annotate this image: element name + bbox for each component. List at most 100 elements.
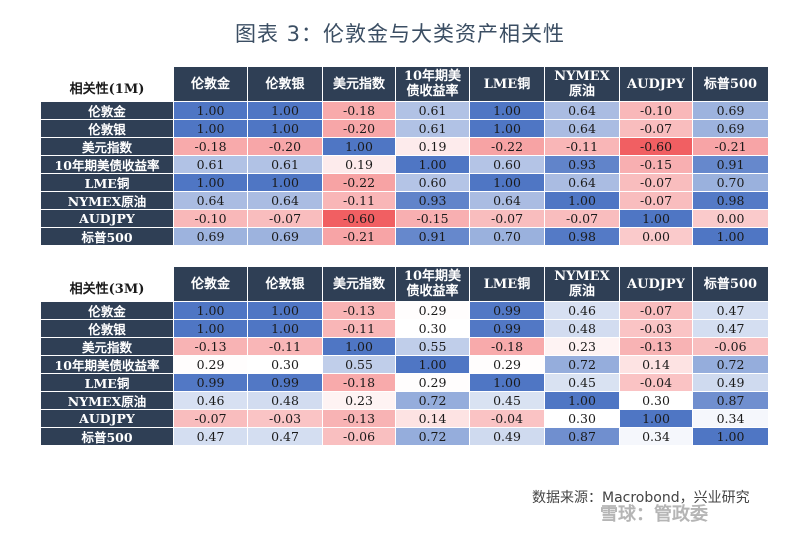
- table-title: 相关性(1M): [41, 67, 173, 101]
- heatmap-cell: 0.99: [247, 373, 322, 391]
- heatmap-cell: 0.45: [469, 391, 544, 409]
- heatmap-cell: 1.00: [322, 337, 395, 355]
- heatmap-cell: 0.99: [469, 301, 544, 319]
- heatmap-cell: 1.00: [247, 101, 322, 119]
- heatmap-cell: 0.30: [395, 319, 469, 337]
- heatmap-cell: -0.11: [247, 337, 322, 355]
- column-header: 伦敦金: [173, 67, 247, 101]
- heatmap-cell: 1.00: [173, 319, 247, 337]
- heatmap-cell: 0.64: [544, 173, 619, 191]
- row-label: LME铜: [41, 173, 173, 191]
- column-header: LME铜: [469, 67, 544, 101]
- heatmap-cell: 0.69: [692, 101, 768, 119]
- heatmap-cell: 1.00: [692, 427, 768, 445]
- heatmap-cell: -0.03: [247, 409, 322, 427]
- heatmap-cell: 0.29: [395, 373, 469, 391]
- heatmap-cell: 1.00: [469, 119, 544, 137]
- heatmap-cell: 1.00: [173, 301, 247, 319]
- heatmap-cell: 0.69: [173, 227, 247, 245]
- heatmap-cell: 0.30: [544, 409, 619, 427]
- heatmap-cell: -0.13: [173, 337, 247, 355]
- column-header: LME铜: [469, 267, 544, 301]
- heatmap-cell: 0.61: [173, 155, 247, 173]
- heatmap-cell: 1.00: [173, 119, 247, 137]
- heatmap-cell: -0.07: [544, 209, 619, 227]
- column-header: 标普500: [692, 267, 768, 301]
- heatmap-cell: 0.30: [619, 391, 692, 409]
- heatmap-cell: -0.18: [322, 373, 395, 391]
- column-header: 10年期美 债收益率: [395, 267, 469, 301]
- row-label: 美元指数: [41, 137, 173, 155]
- heatmap-cell: 1.00: [173, 101, 247, 119]
- row-label: 伦敦金: [41, 101, 173, 119]
- heatmap-cell: 0.91: [692, 155, 768, 173]
- column-header: 10年期美 债收益率: [395, 67, 469, 101]
- heatmap-cell: 0.91: [395, 227, 469, 245]
- heatmap-cell: -0.22: [469, 137, 544, 155]
- heatmap-cell: 0.93: [395, 191, 469, 209]
- chart-title: 图表 3：伦敦金与大类资产相关性: [234, 22, 566, 46]
- heatmap-cell: 0.23: [322, 391, 395, 409]
- column-header: 美元指数: [322, 267, 395, 301]
- column-header: NYMEX 原油: [544, 67, 619, 101]
- heatmap-cell: -0.13: [619, 337, 692, 355]
- heatmap-cell: -0.15: [395, 209, 469, 227]
- table-title: 相关性(3M): [41, 267, 173, 301]
- watermark: 雪球：管政委: [600, 504, 708, 525]
- heatmap-cell: 0.64: [544, 101, 619, 119]
- heatmap-cell: 0.72: [395, 427, 469, 445]
- heatmap-cell: 0.99: [469, 319, 544, 337]
- heatmap-cell: 0.47: [173, 427, 247, 445]
- column-header: AUDJPY: [619, 267, 692, 301]
- heatmap-cell: -0.07: [619, 119, 692, 137]
- heatmap-cell: 1.00: [395, 355, 469, 373]
- heatmap-cell: 0.14: [619, 355, 692, 373]
- heatmap-cell: 0.55: [395, 337, 469, 355]
- heatmap-cell: -0.13: [322, 301, 395, 319]
- heatmap-cell: 0.93: [544, 155, 619, 173]
- heatmap-cell: -0.15: [619, 155, 692, 173]
- heatmap-cell: 0.19: [322, 155, 395, 173]
- heatmap-cell: -0.20: [247, 137, 322, 155]
- heatmap-cell: 0.72: [692, 355, 768, 373]
- heatmap-cell: 1.00: [173, 173, 247, 191]
- heatmap-cell: -0.06: [322, 427, 395, 445]
- heatmap-cell: 0.47: [692, 319, 768, 337]
- heatmap-cell: 0.72: [395, 391, 469, 409]
- heatmap-cell: 0.99: [173, 373, 247, 391]
- heatmap-cell: 0.46: [544, 301, 619, 319]
- heatmap-cell: -0.11: [322, 191, 395, 209]
- row-label: LME铜: [41, 373, 173, 391]
- row-label: 10年期美债收益率: [41, 155, 173, 173]
- heatmap-cell: 1.00: [619, 209, 692, 227]
- heatmap-cell: 0.64: [469, 191, 544, 209]
- heatmap-cell: 1.00: [619, 409, 692, 427]
- heatmap-cell: 0.61: [395, 119, 469, 137]
- heatmap-cell: -0.21: [692, 137, 768, 155]
- heatmap-cell: 1.00: [692, 227, 768, 245]
- heatmap-cell: -0.03: [619, 319, 692, 337]
- heatmap-cell: -0.22: [322, 173, 395, 191]
- heatmap-cell: -0.07: [469, 209, 544, 227]
- heatmap-cell: 0.69: [692, 119, 768, 137]
- row-label: AUDJPY: [41, 409, 173, 427]
- heatmap-cell: 0.70: [469, 227, 544, 245]
- heatmap-cell: 0.47: [692, 301, 768, 319]
- heatmap-cell: 0.14: [395, 409, 469, 427]
- row-label: 美元指数: [41, 337, 173, 355]
- row-label: AUDJPY: [41, 209, 173, 227]
- heatmap-cell: 0.30: [247, 355, 322, 373]
- heatmap-cell: 0.60: [469, 155, 544, 173]
- heatmap-cell: -0.07: [173, 409, 247, 427]
- heatmap-cell: -0.04: [619, 373, 692, 391]
- heatmap-cell: 0.19: [395, 137, 469, 155]
- heatmap-cell: 1.00: [544, 191, 619, 209]
- heatmap-cell: 1.00: [469, 173, 544, 191]
- heatmap-cell: -0.07: [619, 173, 692, 191]
- row-label: 伦敦银: [41, 319, 173, 337]
- heatmap-cell: 0.60: [395, 173, 469, 191]
- heatmap-cell: 1.00: [469, 101, 544, 119]
- heatmap-cell: 0.29: [469, 355, 544, 373]
- heatmap-cell: 0.00: [619, 227, 692, 245]
- column-header: NYMEX 原油: [544, 267, 619, 301]
